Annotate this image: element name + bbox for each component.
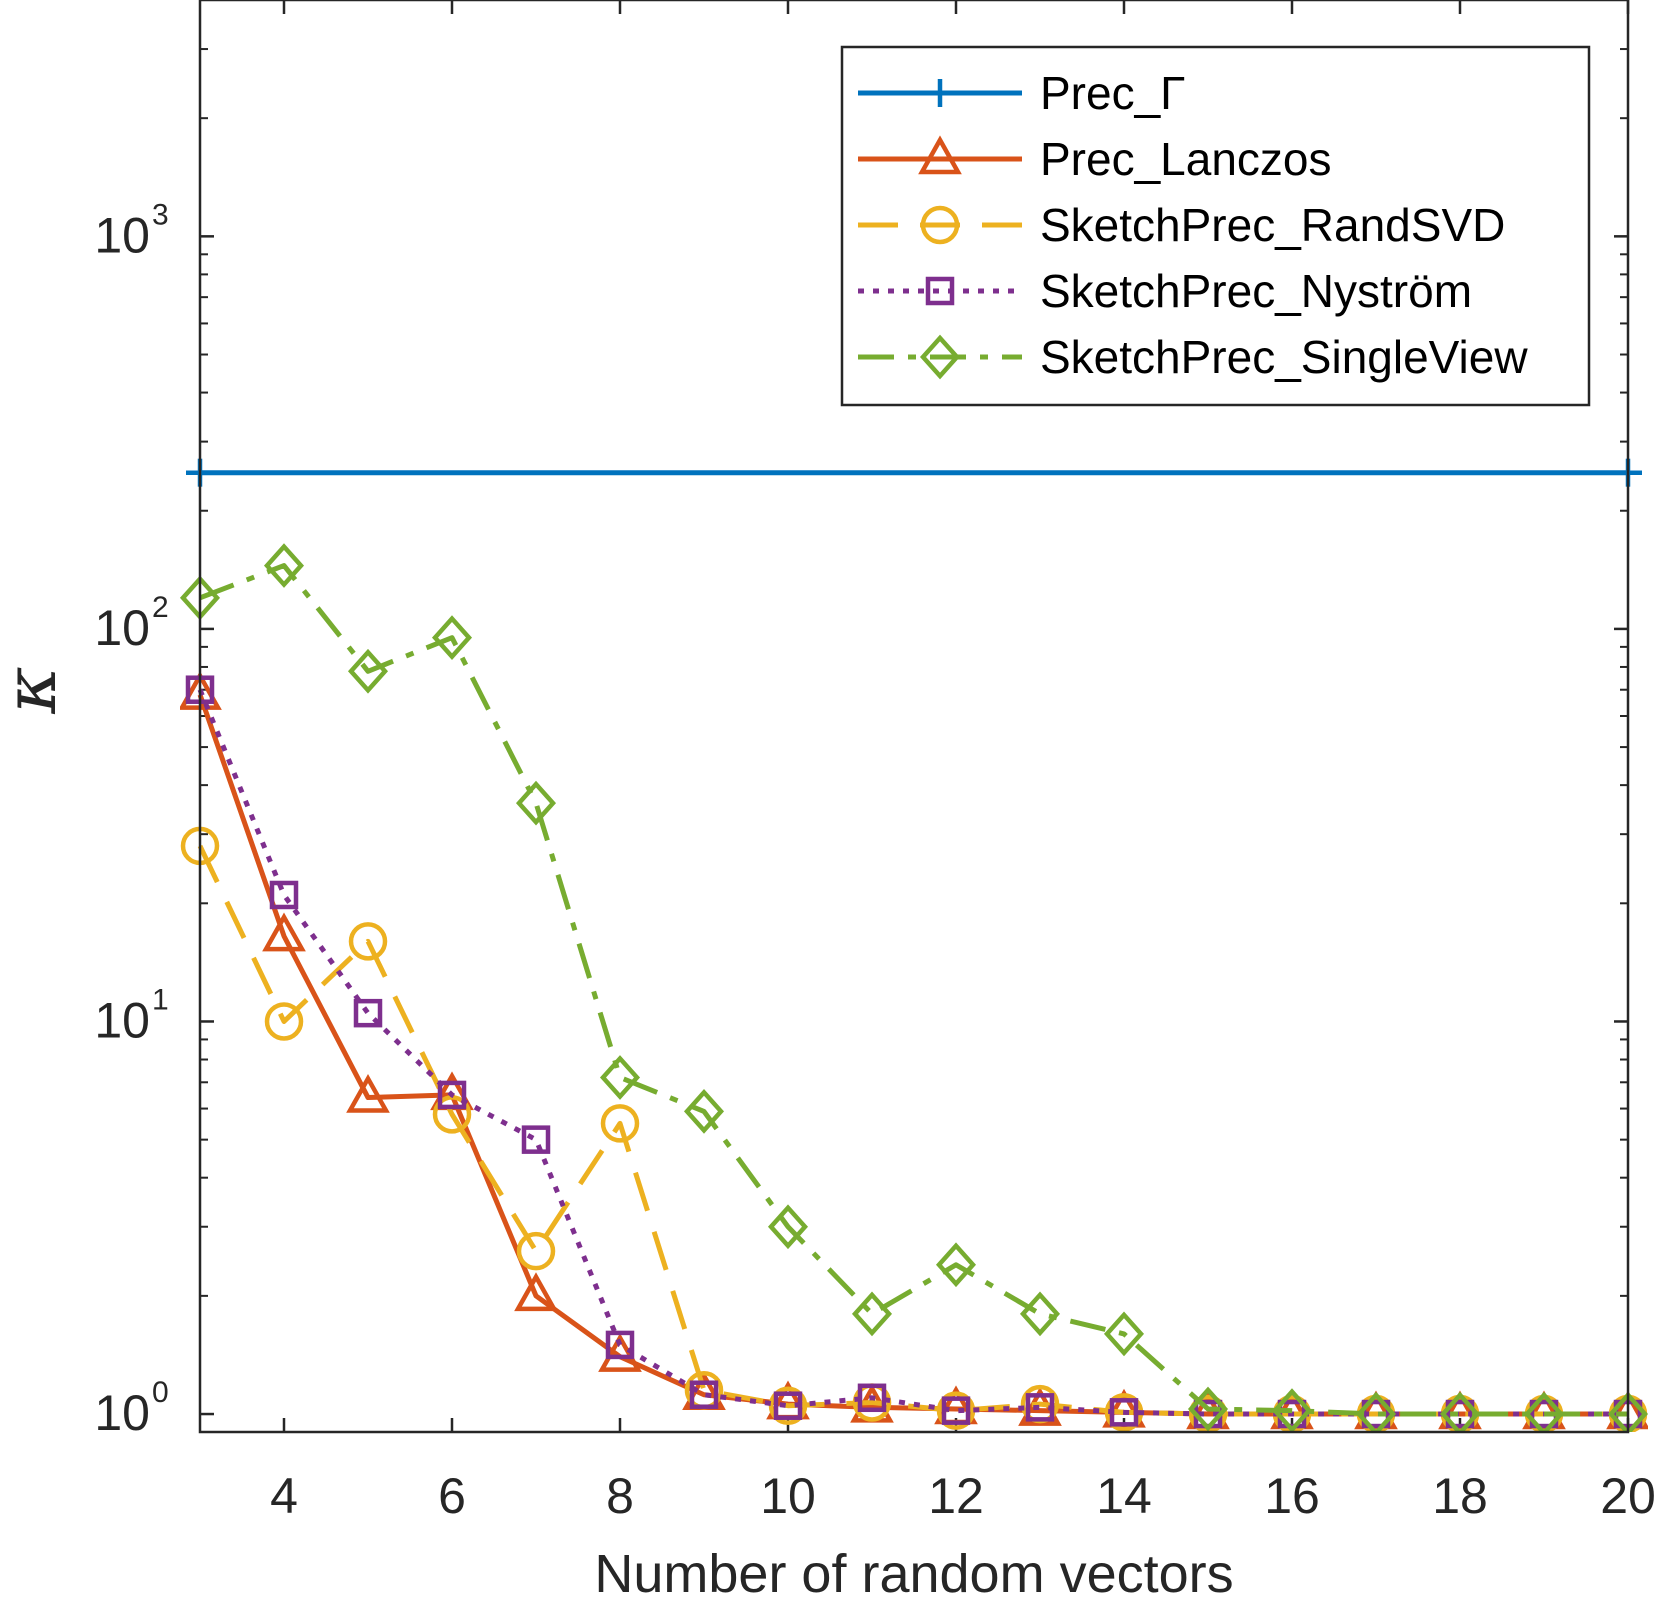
x-tick-label: 6 <box>438 1468 466 1524</box>
data-point <box>857 1383 887 1413</box>
data-point <box>437 1080 467 1110</box>
x-tick-label: 4 <box>270 1468 298 1524</box>
data-point <box>599 1055 641 1100</box>
legend-marker <box>926 79 954 107</box>
data-point <box>264 1002 304 1041</box>
x-tick-label: 8 <box>606 1468 634 1524</box>
legend-marker <box>925 276 955 306</box>
data-point <box>767 1204 809 1250</box>
data-point <box>1109 1398 1139 1427</box>
y-tick-label: 10 <box>94 992 150 1048</box>
legend-entry: Prec_Γ <box>858 67 1186 119</box>
legend-marker <box>918 135 962 175</box>
legend-entry: Prec_Lanczos <box>858 133 1332 185</box>
data-point <box>263 543 305 588</box>
legend-marker <box>920 205 960 245</box>
data-point <box>600 1104 640 1143</box>
data-point <box>1607 1391 1648 1432</box>
legend-entry: SketchPrec_Nyström <box>858 265 1472 317</box>
legend-box <box>840 45 1591 407</box>
data-point <box>1187 1386 1229 1432</box>
legend-marker <box>919 334 961 380</box>
x-tick-label: 10 <box>760 1468 816 1524</box>
series-line <box>197 844 1628 1417</box>
series-line <box>197 693 1628 1417</box>
data-point <box>1019 1291 1061 1337</box>
data-point <box>851 1291 893 1337</box>
x-tick-label: 18 <box>1432 1468 1488 1524</box>
y-tick-label: 10 <box>94 1385 150 1441</box>
data-point <box>1439 1391 1481 1432</box>
data-point <box>1103 1311 1145 1357</box>
x-tick-label: 20 <box>1600 1468 1656 1524</box>
data-point <box>683 1089 725 1134</box>
data-point <box>347 648 389 694</box>
x-tick-label: 12 <box>928 1468 984 1524</box>
data-point <box>269 880 299 910</box>
data-point <box>262 912 306 952</box>
data-point <box>936 1391 976 1430</box>
data-point <box>346 1073 390 1113</box>
data-point <box>1523 1391 1565 1432</box>
y-tick-exponent: 3 <box>152 198 169 231</box>
series-2 <box>180 671 1648 1430</box>
series-5 <box>180 543 1648 1432</box>
data-point <box>1271 1388 1313 1432</box>
series-3 <box>180 826 1648 1432</box>
y-tick-label: 10 <box>94 600 150 656</box>
series-4 <box>185 675 1643 1429</box>
legend-entry: SketchPrec_SingleView <box>858 331 1528 383</box>
data-point <box>514 1272 558 1312</box>
data-point <box>515 780 557 826</box>
plot-area-frame <box>198 0 1630 1434</box>
data-point <box>353 998 383 1028</box>
data-point <box>605 1330 635 1360</box>
series-1 <box>186 458 1642 487</box>
y-tick-exponent: 1 <box>152 983 169 1016</box>
y-tick-exponent: 0 <box>152 1376 169 1409</box>
data-point <box>598 1333 642 1372</box>
data-point <box>516 1231 556 1271</box>
y-tick-label: 10 <box>94 207 150 263</box>
data-point <box>768 1386 808 1425</box>
legend: Prec_Γ Prec_Lanczos SketchPrec_RandSVD Sket… <box>840 45 1591 407</box>
data-point <box>348 922 388 961</box>
series-layer <box>180 458 1648 1432</box>
x-axis-label: Number of random vectors <box>594 1544 1233 1600</box>
data-point <box>935 1242 977 1288</box>
legend-label: Prec_Γ <box>1040 67 1186 119</box>
y-tick-exponent: 2 <box>152 591 169 624</box>
data-point <box>1355 1391 1397 1432</box>
series-line <box>197 688 1628 1417</box>
data-point <box>1025 1393 1055 1422</box>
series-line <box>199 563 1628 1417</box>
legend-label: SketchPrec_RandSVD <box>1040 199 1505 251</box>
legend-entry: SketchPrec_RandSVD <box>858 199 1505 251</box>
data-point <box>773 1391 803 1420</box>
data-point <box>431 615 473 661</box>
y-axis-label: κ <box>0 666 72 714</box>
data-point <box>521 1125 551 1154</box>
data-point <box>1445 1399 1475 1429</box>
data-point <box>689 1380 719 1409</box>
legend-label: Prec_Lanczos <box>1040 133 1332 185</box>
x-tick-label: 14 <box>1096 1468 1152 1524</box>
x-tick-label: 16 <box>1264 1468 1320 1524</box>
legend-label: SketchPrec_Nyström <box>1040 265 1472 317</box>
legend-label: SketchPrec_SingleView <box>1040 331 1528 383</box>
data-point <box>941 1396 971 1425</box>
